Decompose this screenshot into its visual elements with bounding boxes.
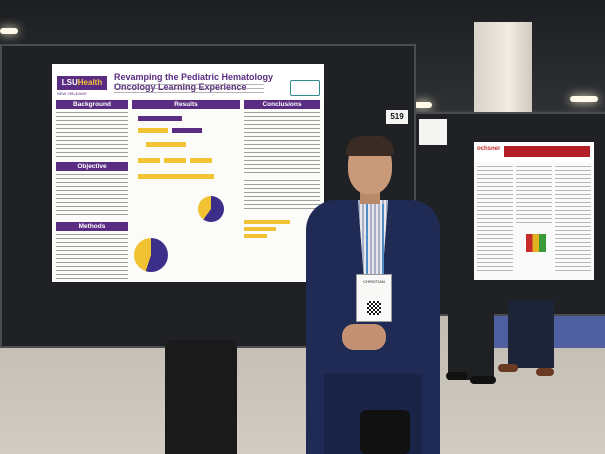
person-legs (508, 300, 554, 368)
bar (244, 220, 290, 224)
badge-name: CHRISTIAN (363, 279, 385, 284)
shoe (498, 364, 518, 372)
section-results-heading: Results (132, 100, 240, 109)
logo-text: LSU (61, 78, 78, 87)
poster-column-left: Background Objective Methods (56, 100, 128, 282)
shoe (446, 372, 468, 380)
background-text (56, 112, 128, 158)
flow-box (190, 158, 212, 163)
info-card (419, 119, 447, 145)
person-background (165, 340, 237, 454)
pie-chart (134, 238, 168, 272)
person-legs (448, 310, 494, 380)
poster-column-right: Conclusions (244, 100, 320, 280)
author-lines (114, 84, 264, 96)
booth-number: 519 (386, 110, 408, 124)
bag (360, 410, 410, 454)
hospital-logo (290, 80, 320, 96)
flow-box (172, 128, 202, 133)
qr-code-icon (367, 301, 381, 315)
objective-text (56, 174, 128, 218)
poster-column-middle: Results (132, 100, 240, 280)
flow-box (138, 158, 160, 163)
section-objective-heading: Objective (56, 162, 128, 171)
name-badge: CHRISTIAN (356, 274, 392, 322)
lsu-health-logo: LSUHealth (57, 76, 107, 90)
bar-chart (244, 220, 320, 238)
section-methods-heading: Methods (56, 222, 128, 231)
neighbor-poster-title (504, 146, 590, 157)
poster-header: LSUHealth NEW ORLEANS Revamping the Pedi… (52, 64, 324, 98)
shoe (470, 376, 496, 384)
presenter: CHRISTIAN (306, 136, 440, 454)
flow-box (164, 158, 186, 163)
section-conclusions-heading: Conclusions (244, 100, 320, 109)
pie-chart (198, 196, 224, 222)
research-poster: LSUHealth NEW ORLEANS Revamping the Pedi… (52, 64, 324, 282)
lanyard (366, 204, 384, 274)
section-background-heading: Background (56, 100, 128, 109)
neighbor-poster: ochsner (474, 142, 594, 280)
flow-box (138, 128, 168, 133)
neighbor-poster-column (555, 166, 591, 274)
flow-diagram (132, 112, 240, 192)
neighbor-poster-header: ochsner (474, 142, 594, 162)
shoe (536, 368, 554, 376)
neighbor-poster-column (516, 166, 552, 226)
neighbor-poster-chart (526, 234, 546, 252)
bar (244, 234, 267, 238)
hair (346, 136, 394, 156)
methods-text (56, 234, 128, 282)
flow-box (138, 174, 214, 179)
flow-box (146, 142, 186, 147)
ceiling-light (570, 96, 598, 102)
results-charts (132, 196, 240, 272)
references-text (244, 180, 320, 210)
logo-accent-text: Health (77, 78, 103, 87)
ceiling-light (414, 102, 432, 108)
flow-box (138, 116, 182, 121)
neighbor-poster-column (477, 166, 513, 274)
clasped-hands (342, 324, 386, 350)
ochsner-logo: ochsner (477, 146, 501, 152)
logo-subtitle: NEW ORLEANS (57, 91, 87, 96)
ceiling-light (0, 28, 18, 34)
conclusions-text (244, 112, 320, 176)
bar (244, 227, 276, 231)
